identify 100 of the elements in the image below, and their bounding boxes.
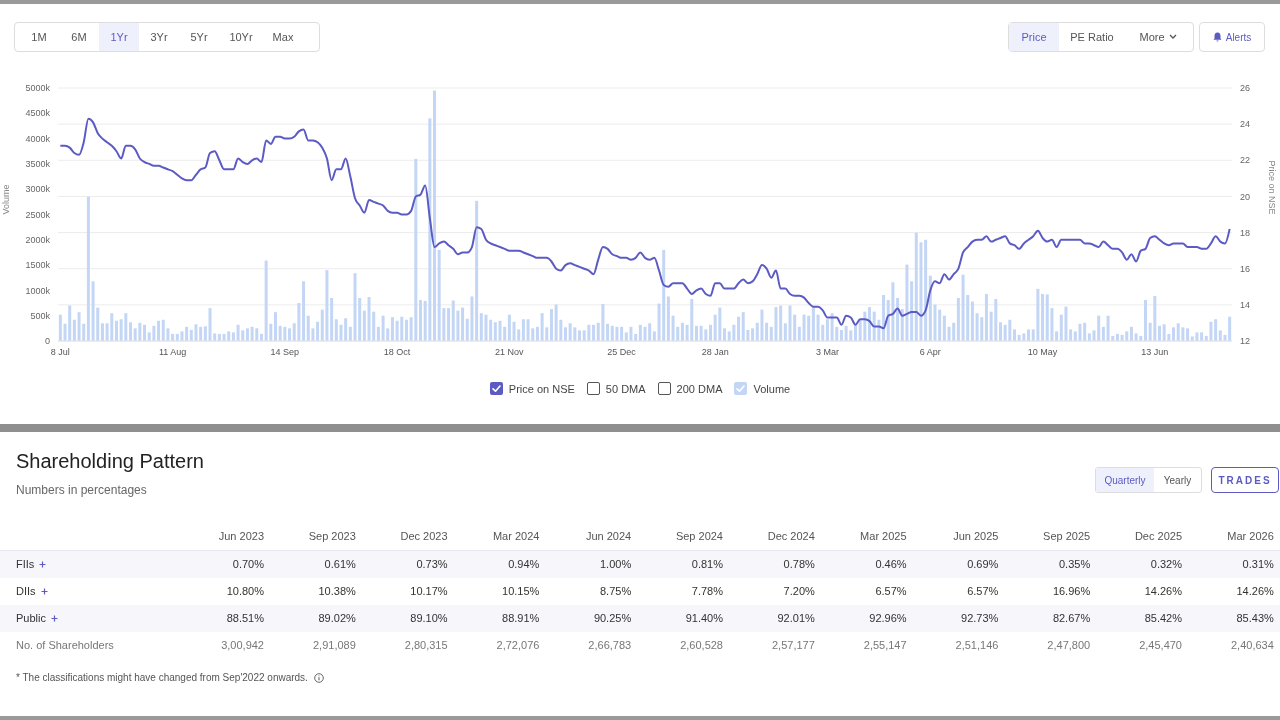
data-label: 6.57% xyxy=(966,585,999,597)
bar xyxy=(610,325,614,341)
data-label: 10.17% xyxy=(409,585,448,597)
data-label: 82.67% xyxy=(1051,612,1091,624)
bar xyxy=(1003,324,1007,341)
bar xyxy=(1200,332,1204,341)
bar xyxy=(100,323,104,341)
data-label: 2,72,076 xyxy=(495,639,540,651)
data-label: 0.46% xyxy=(874,558,907,570)
bar xyxy=(58,314,62,341)
bar xyxy=(816,314,820,341)
bar xyxy=(72,319,76,341)
text: 10Yr xyxy=(228,30,254,45)
data-label: 14.26% xyxy=(1143,585,1182,597)
bar xyxy=(353,273,357,341)
bar xyxy=(433,90,437,341)
bar xyxy=(185,326,189,341)
bar xyxy=(704,329,708,341)
bar xyxy=(811,307,815,341)
bar xyxy=(956,297,960,341)
bar xyxy=(592,324,596,341)
data-label: 14.26% xyxy=(1235,585,1274,597)
bar xyxy=(143,324,147,341)
data-label: 10.38% xyxy=(317,585,356,597)
y-tick-label: 2000k xyxy=(25,235,51,245)
y2-tick-label: 14 xyxy=(1240,300,1251,311)
bar xyxy=(302,281,306,341)
data-label: 85.43% xyxy=(1235,612,1274,624)
data-label: 2,40,634 xyxy=(1229,639,1274,651)
bar xyxy=(152,325,156,341)
bar xyxy=(578,330,582,341)
bar xyxy=(554,304,558,341)
bar xyxy=(77,312,81,341)
bar xyxy=(498,320,502,341)
data-label: 0.61% xyxy=(323,558,356,570)
bar xyxy=(157,320,161,341)
data-label: 91.40% xyxy=(684,612,723,624)
data-label: 0.32% xyxy=(1149,558,1182,570)
bar xyxy=(404,319,408,341)
bar xyxy=(250,326,254,341)
bar xyxy=(428,118,432,341)
data-label: 16.96% xyxy=(1051,585,1091,597)
data-label: 89.10% xyxy=(409,612,448,624)
bar xyxy=(718,307,722,341)
bar xyxy=(1027,329,1031,341)
bar xyxy=(535,326,539,341)
bar xyxy=(1045,294,1049,341)
bar xyxy=(1228,316,1232,341)
text: 5Yr xyxy=(189,30,209,45)
category-label: Jun 2024 xyxy=(584,530,632,542)
x-tick-label: 25 Dec xyxy=(607,347,637,358)
line-series xyxy=(59,117,1231,330)
x-tick-label: 14 Sep xyxy=(270,347,300,358)
text: 1Yr xyxy=(99,23,139,51)
data-label: 0.73% xyxy=(415,558,448,570)
bar xyxy=(680,322,684,341)
text: 200 DMA xyxy=(676,382,723,395)
bar xyxy=(124,313,128,341)
data-label: 6.57% xyxy=(874,585,907,597)
category-label: Dec 2023 xyxy=(399,530,448,542)
bar xyxy=(573,327,577,341)
bar xyxy=(549,309,553,341)
bar xyxy=(194,324,198,341)
bar xyxy=(998,322,1002,341)
data-label: 1.00% xyxy=(599,558,632,570)
bar xyxy=(1013,329,1017,341)
bar xyxy=(844,325,848,341)
bar xyxy=(924,239,928,341)
bar xyxy=(849,330,853,341)
bar xyxy=(344,318,348,341)
bar xyxy=(1172,327,1176,341)
data-label: 92.01% xyxy=(776,612,815,624)
bar xyxy=(563,327,567,341)
bar xyxy=(208,308,212,341)
bar xyxy=(1195,332,1199,341)
bar xyxy=(330,297,334,341)
bar xyxy=(91,281,95,341)
bar xyxy=(694,325,698,341)
text: Price xyxy=(1009,23,1059,51)
bar xyxy=(283,326,287,341)
y2-tick-label: 22 xyxy=(1240,155,1251,166)
bar xyxy=(274,312,277,341)
bar xyxy=(264,260,268,341)
bar xyxy=(1022,333,1026,341)
bar xyxy=(1153,295,1157,341)
bar xyxy=(741,312,745,341)
bar xyxy=(802,314,806,341)
bar xyxy=(288,328,292,341)
data-label: 88.91% xyxy=(501,612,540,624)
data-label: 2,91,089 xyxy=(311,639,356,651)
text: PE Ratio xyxy=(1069,30,1115,45)
bar xyxy=(1134,333,1138,341)
y2-tick-label: 26 xyxy=(1240,83,1251,94)
bar xyxy=(896,297,900,341)
x-tick-label: 13 Jun xyxy=(1141,347,1169,358)
data-label: 7.78% xyxy=(690,585,723,597)
data-label: 92.96% xyxy=(868,612,907,624)
bar xyxy=(362,310,366,341)
data-label: 3,00,942 xyxy=(220,639,264,651)
data-label: 2,51,146 xyxy=(954,639,999,651)
